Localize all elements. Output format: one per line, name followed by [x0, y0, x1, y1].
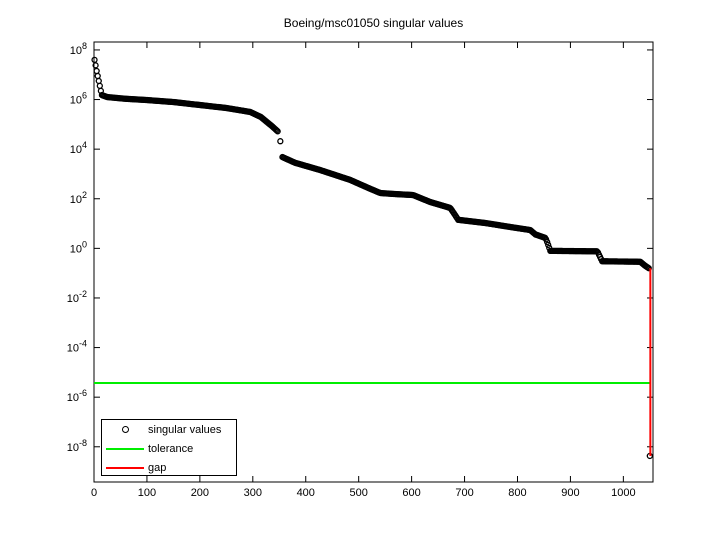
- legend-item-gap: gap: [102, 458, 236, 477]
- chart-title: Boeing/msc01050 singular values: [283, 16, 464, 30]
- x-tick-label: 500: [349, 487, 367, 499]
- x-tick-label: 600: [402, 487, 420, 499]
- y-tick-label: 106: [70, 91, 87, 107]
- data-point-marker: [545, 241, 552, 249]
- legend-label-gap: gap: [148, 461, 167, 474]
- legend-item-singular-values: singular values: [102, 420, 236, 439]
- x-tick-label: 900: [561, 487, 579, 499]
- data-point-marker: [92, 62, 99, 69]
- data-point-marker: [274, 128, 281, 135]
- tolerance-line-swatch: [106, 447, 144, 450]
- data-point-marker: [543, 238, 551, 246]
- legend: singular values tolerance gap: [101, 419, 237, 476]
- circle-marker-icon: [121, 426, 129, 433]
- y-tick-label: 108: [70, 41, 87, 57]
- axes-box: [93, 41, 654, 483]
- y-tick-label: 102: [70, 190, 87, 206]
- y-tick-label: 10-4: [67, 339, 87, 355]
- legend-label-tolerance: tolerance: [148, 442, 194, 455]
- x-tick-label: 700: [455, 487, 473, 499]
- legend-item-tolerance: tolerance: [102, 439, 236, 458]
- gap-line-swatch: [106, 466, 144, 469]
- legend-label-singular-values: singular values: [148, 423, 222, 436]
- data-point-marker: [273, 127, 280, 134]
- data-point-marker: [277, 138, 284, 145]
- x-tick-label: 400: [297, 487, 315, 499]
- y-tick-label: 100: [70, 239, 87, 255]
- x-tick-label: 200: [191, 487, 209, 499]
- y-tick-label: 10-6: [67, 388, 87, 404]
- y-tick-label: 10-8: [67, 438, 87, 454]
- x-tick-label: 300: [244, 487, 262, 499]
- y-tick-label: 104: [70, 140, 87, 156]
- x-tick-label: 1000: [611, 487, 635, 499]
- x-tick-label: 800: [508, 487, 526, 499]
- x-tick-label: 100: [138, 487, 156, 499]
- x-tick-label: 0: [91, 487, 97, 499]
- y-tick-label: 10-2: [67, 289, 87, 305]
